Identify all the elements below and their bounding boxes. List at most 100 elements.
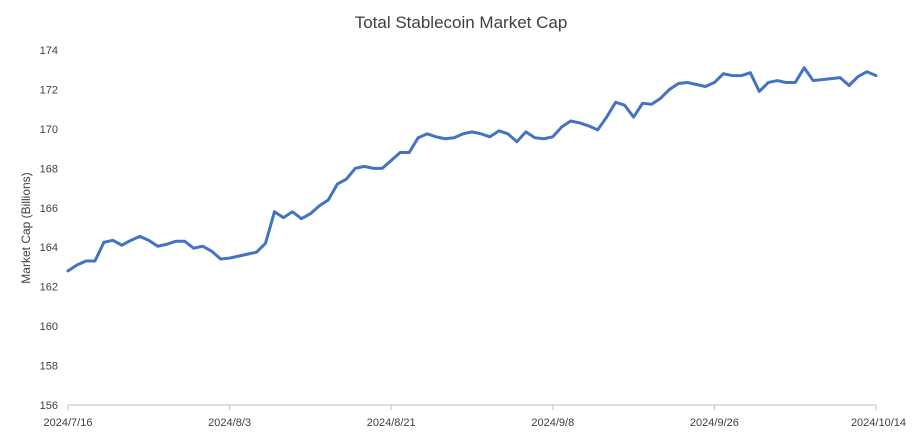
data-point xyxy=(381,167,384,170)
data-point xyxy=(686,81,689,84)
data-point xyxy=(210,249,213,253)
data-point xyxy=(300,217,303,220)
data-point xyxy=(327,198,330,202)
x-tick-label: 2024/9/8 xyxy=(531,417,574,429)
data-point xyxy=(345,177,348,181)
data-point xyxy=(434,135,438,138)
data-point xyxy=(802,66,806,69)
data-point xyxy=(183,240,186,243)
y-axis-label: Market Cap (Billions) xyxy=(19,172,33,283)
y-tick-label: 166 xyxy=(40,203,58,215)
data-point xyxy=(102,241,106,244)
data-point xyxy=(650,103,653,106)
data-point xyxy=(282,216,285,219)
data-point xyxy=(390,159,393,162)
data-point xyxy=(668,88,671,91)
data-point xyxy=(551,135,554,138)
data-point xyxy=(820,78,824,81)
data-point xyxy=(713,81,716,84)
y-tick-label: 170 xyxy=(40,124,58,136)
data-point xyxy=(165,243,168,246)
data-point xyxy=(659,97,662,100)
y-tick-label: 156 xyxy=(40,400,58,412)
data-point xyxy=(641,102,644,105)
data-point xyxy=(66,269,70,273)
data-point xyxy=(497,129,501,133)
data-point xyxy=(120,244,124,247)
data-point xyxy=(479,132,483,136)
y-tick-label: 162 xyxy=(40,282,58,294)
data-point xyxy=(731,74,734,77)
data-point xyxy=(794,81,797,84)
data-point xyxy=(138,235,142,238)
y-tick-label: 168 xyxy=(40,163,58,175)
data-point xyxy=(811,79,815,82)
x-tick-label: 2024/7/16 xyxy=(44,417,93,429)
data-point xyxy=(838,76,842,79)
x-tick-label: 2024/10/14 xyxy=(851,417,906,429)
x-tick-label: 2024/8/3 xyxy=(208,417,251,429)
data-point xyxy=(461,132,465,136)
data-point xyxy=(587,124,590,128)
data-point xyxy=(596,128,599,132)
data-point xyxy=(605,115,608,119)
data-point xyxy=(174,240,177,243)
y-tick-label: 172 xyxy=(40,84,58,96)
data-point xyxy=(93,259,97,263)
data-point xyxy=(470,130,474,134)
data-point xyxy=(111,239,115,242)
data-point xyxy=(425,132,429,136)
x-axis-ticks: 2024/7/16 2024/8/3 2024/8/21 2024/9/8 2024/9… xyxy=(44,405,906,429)
data-point xyxy=(524,130,528,134)
data-point xyxy=(865,70,869,73)
data-point xyxy=(75,263,79,267)
data-point xyxy=(533,136,537,139)
data-point xyxy=(255,250,258,254)
data-point xyxy=(237,254,240,258)
data-point xyxy=(84,259,88,263)
data-point xyxy=(722,72,725,75)
data-point xyxy=(578,121,581,125)
data-point xyxy=(246,252,249,256)
data-point xyxy=(372,167,375,170)
data-point xyxy=(695,83,698,86)
data-point xyxy=(677,82,680,85)
data-point xyxy=(264,242,267,245)
data-point xyxy=(767,81,770,84)
data-point xyxy=(874,74,878,77)
data-point xyxy=(416,136,420,139)
data-point xyxy=(354,167,357,170)
data-point xyxy=(192,247,195,250)
data-point xyxy=(156,245,159,248)
data-point xyxy=(856,75,860,78)
data-point xyxy=(147,239,150,242)
data-point xyxy=(749,71,752,74)
data-point xyxy=(363,165,366,168)
data-point xyxy=(632,115,635,119)
data-point xyxy=(614,101,617,104)
data-point xyxy=(291,210,294,213)
y-tick-label: 164 xyxy=(40,242,58,254)
data-point xyxy=(542,137,546,140)
data-point xyxy=(506,132,510,136)
data-point xyxy=(219,257,222,261)
data-point xyxy=(785,81,788,84)
y-tick-label: 158 xyxy=(40,361,58,373)
data-point xyxy=(398,151,402,154)
data-point xyxy=(740,74,743,77)
y-axis-ticks: 156 158 160 162 164 166 168 170 172 174 xyxy=(40,45,58,412)
data-point xyxy=(201,245,204,248)
data-point xyxy=(560,125,563,129)
data-point xyxy=(488,135,492,138)
data-point xyxy=(273,210,276,213)
data-point xyxy=(829,77,833,80)
series-layer xyxy=(66,66,878,273)
data-point xyxy=(515,140,519,143)
y-tick-label: 160 xyxy=(40,321,58,333)
data-point xyxy=(309,212,312,215)
data-point xyxy=(318,204,321,208)
data-point xyxy=(407,151,411,154)
data-point xyxy=(336,182,339,186)
